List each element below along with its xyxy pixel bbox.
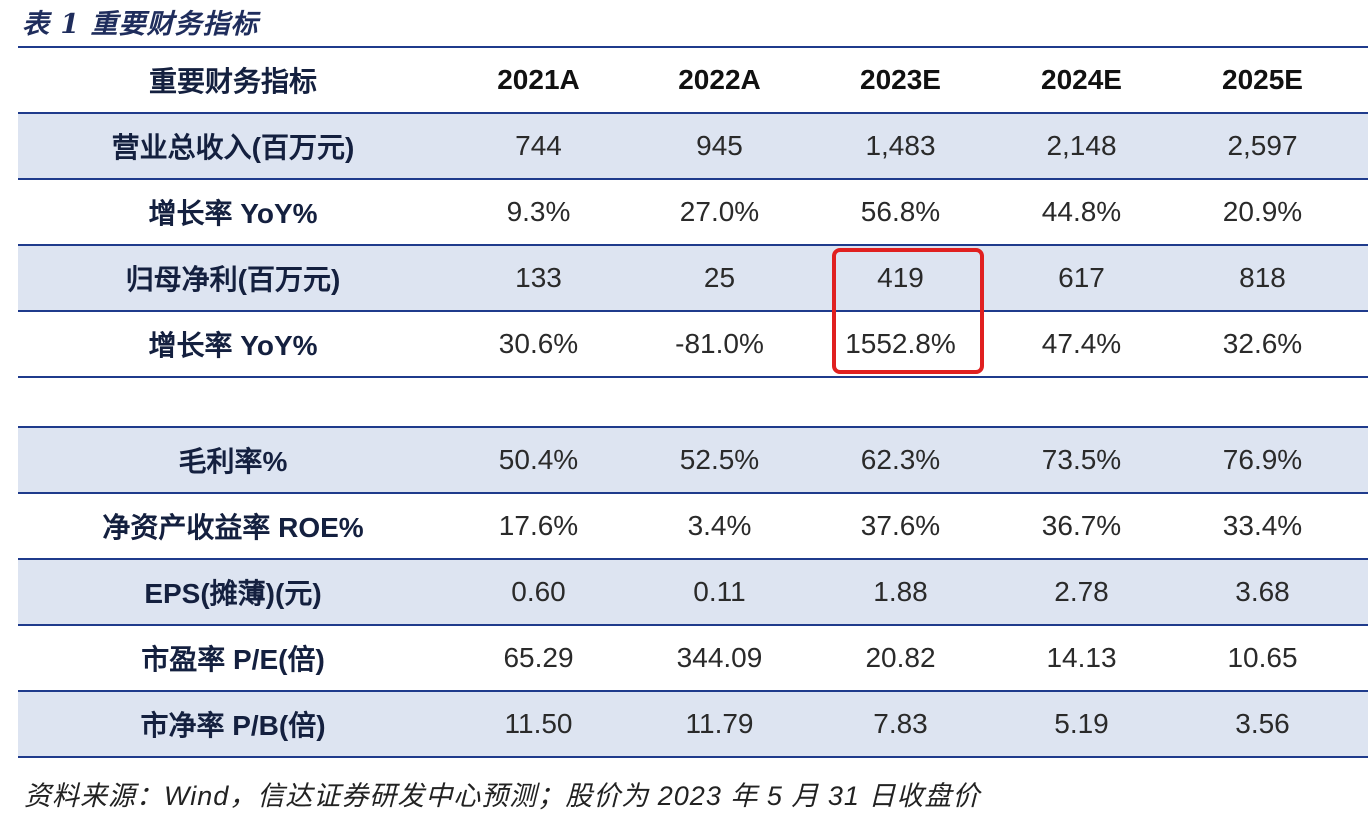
table-cell: 76.9%: [1222, 444, 1303, 475]
row-label: 营业总收入(百万元): [111, 132, 355, 163]
table-cell: 1.88: [873, 576, 928, 607]
table-cell: 3.56: [1235, 708, 1290, 739]
table-cell: 73.5%: [1041, 444, 1122, 475]
table-cell: 9.3%: [506, 196, 571, 227]
table-cell: 27.0%: [679, 196, 760, 227]
table-cell: 32.6%: [1222, 328, 1303, 359]
row-label: 市盈率 P/E(倍): [141, 644, 325, 675]
table-row: 毛利率% 50.4% 52.5% 62.3% 73.5% 76.9%: [18, 428, 1368, 494]
table-cell: 1552.8%: [845, 328, 956, 359]
table-cell: 30.6%: [498, 328, 579, 359]
header-row: 重要财务指标 2021A 2022A 2023E 2024E 2025E: [18, 48, 1368, 114]
table-cell: 25: [703, 262, 736, 293]
table-row: 营业总收入(百万元) 744 945 1,483 2,148 2,597: [18, 114, 1368, 180]
table-cell: 37.6%: [860, 510, 941, 541]
table-cell: 5.19: [1054, 708, 1109, 739]
table-cell: 617: [1058, 262, 1105, 293]
table-cell: 1,483: [865, 130, 936, 161]
row-label: 净资产收益率 ROE%: [102, 512, 364, 543]
table-cell: 56.8%: [860, 196, 941, 227]
highlight-box: [832, 248, 984, 374]
table-cell: 3.4%: [687, 510, 752, 541]
table-cell: 65.29: [503, 642, 574, 673]
row-label: 增长率 YoY%: [148, 198, 318, 229]
table-cell: 50.4%: [498, 444, 579, 475]
table-cell: 3.68: [1235, 576, 1290, 607]
table-cell: 20.82: [865, 642, 936, 673]
table-cell: 2.78: [1054, 576, 1109, 607]
table-cell: 945: [696, 130, 743, 161]
table-cell: 11.79: [685, 708, 754, 739]
table-cell: 0.11: [693, 576, 746, 607]
title-rule: [18, 46, 1368, 48]
table-cell: -81.0%: [675, 328, 764, 359]
table-cell: 11.50: [504, 708, 573, 739]
table-cell: 818: [1239, 262, 1286, 293]
table-cell: 52.5%: [679, 444, 760, 475]
table-cell: 2,597: [1227, 130, 1298, 161]
row-label: 毛利率%: [178, 446, 288, 477]
header-year: 2025E: [1222, 64, 1303, 95]
table-cell: 47.4%: [1041, 328, 1122, 359]
header-year: 2024E: [1041, 64, 1122, 95]
table-cell: 744: [515, 130, 562, 161]
table-row: 市盈率 P/E(倍) 65.29 344.09 20.82 14.13 10.6…: [18, 626, 1368, 692]
spacer-row: [18, 378, 1368, 428]
table-cell: 7.83: [873, 708, 928, 739]
table-cell: 17.6%: [498, 510, 579, 541]
table-row: 增长率 YoY% 9.3% 27.0% 56.8% 44.8% 20.9%: [18, 180, 1368, 246]
table-cell: 44.8%: [1041, 196, 1122, 227]
table-cell: 2,148: [1046, 130, 1117, 161]
table-cell: 62.3%: [860, 444, 941, 475]
table-cell: 33.4%: [1222, 510, 1303, 541]
table-cell: 0.60: [511, 576, 566, 607]
table-cell: 419: [877, 262, 924, 293]
table-cell: 344.09: [676, 642, 763, 673]
table-cell: 10.65: [1227, 642, 1298, 673]
header-year: 2023E: [860, 64, 941, 95]
table-cell: 20.9%: [1222, 196, 1303, 227]
row-label: 归母净利(百万元): [125, 264, 341, 295]
table-row: 归母净利(百万元) 133 25 419 617 818: [18, 246, 1368, 312]
table-title: 表 1 重要财务指标: [22, 9, 259, 40]
header-label: 重要财务指标: [148, 66, 317, 97]
header-year: 2021A: [497, 64, 580, 95]
table-cell: 14.13: [1046, 642, 1117, 673]
header-year: 2022A: [678, 64, 761, 95]
table-row: EPS(摊薄)(元) 0.60 0.11 1.88 2.78 3.68: [18, 560, 1368, 626]
table-cell: 36.7%: [1041, 510, 1122, 541]
row-label: 增长率 YoY%: [148, 330, 318, 361]
row-label: 市净率 P/B(倍): [140, 710, 326, 741]
table-row: 净资产收益率 ROE% 17.6% 3.4% 37.6% 36.7% 33.4%: [18, 494, 1368, 560]
table-row: 增长率 YoY% 30.6% -81.0% 1552.8% 47.4% 32.6…: [18, 312, 1368, 378]
source-note: 资料来源：Wind，信达证券研发中心预测；股价为 2023 年 5 月 31 日…: [24, 781, 981, 811]
row-label: EPS(摊薄)(元): [144, 578, 322, 609]
table-cell: 133: [515, 262, 562, 293]
table-row: 市净率 P/B(倍) 11.50 11.79 7.83 5.19 3.56: [18, 692, 1368, 758]
